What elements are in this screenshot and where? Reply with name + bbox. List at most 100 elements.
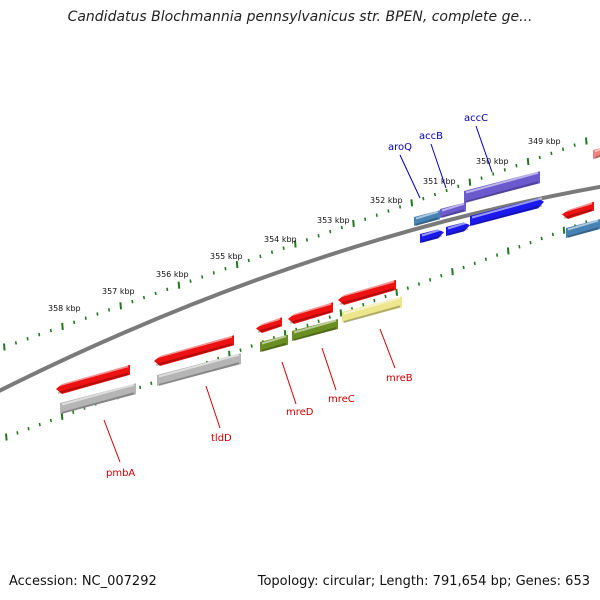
gene-label-aroQ: aroQ <box>388 142 412 153</box>
gene-aroQ-body <box>414 210 440 226</box>
minor-tick <box>417 282 421 286</box>
outer-tick-track <box>3 137 588 351</box>
gene-aroQ <box>414 210 440 226</box>
gene-blue-2 <box>446 221 470 236</box>
minor-tick <box>387 209 390 213</box>
minor-tick <box>406 286 409 290</box>
gene-mreD-shadow <box>261 342 287 352</box>
gene-mreC-highlight <box>293 319 337 334</box>
gene-blue-1-body <box>420 229 444 243</box>
minor-tick <box>259 254 262 259</box>
genome-backbone <box>0 184 600 393</box>
gene-accB-highlight <box>441 202 465 212</box>
gene-red-edge-body <box>562 201 594 219</box>
gene-mreB <box>342 296 402 323</box>
gene-accC-highlight <box>465 171 539 194</box>
gene-pmbA-forward <box>56 364 130 394</box>
tick-label-357: 357 kbp <box>102 287 135 296</box>
minor-tick <box>212 271 215 275</box>
gene-red-small-highlight <box>257 317 281 327</box>
minor-tick <box>457 184 460 189</box>
tick-label-354: 354 kbp <box>264 235 297 244</box>
gene-label-accC: accC <box>464 113 488 124</box>
minor-tick <box>250 344 253 348</box>
minor-tick <box>538 155 541 160</box>
major-tick <box>60 412 64 420</box>
gene-tldD-rna-body <box>157 353 241 386</box>
minor-tick <box>329 229 332 234</box>
major-tick <box>294 240 297 248</box>
minor-tick <box>518 245 521 249</box>
gene-pink-edge <box>593 148 600 159</box>
minor-tick <box>445 188 448 193</box>
gene-aroQ-shadow <box>415 217 439 226</box>
minor-tick <box>561 147 565 151</box>
gene-mreB-shadow <box>343 305 401 323</box>
minor-tick <box>306 323 309 328</box>
minor-tick <box>429 278 432 282</box>
minor-tick <box>72 410 75 414</box>
gene-blue-1-shadow <box>421 234 443 243</box>
gene-red-small <box>256 317 282 333</box>
minor-tick <box>27 426 30 431</box>
minor-tick <box>38 332 41 337</box>
gene-red-mid-body <box>288 302 333 324</box>
gene-steel-edge-shadow <box>567 227 599 238</box>
gene-blue-3-highlight <box>471 197 543 219</box>
tick-label-352: 352 kbp <box>370 196 403 205</box>
gene-label-tldD: tldD <box>211 433 232 444</box>
minor-tick <box>440 274 443 278</box>
gene-blue-2-highlight <box>447 221 469 230</box>
minor-tick <box>328 315 331 319</box>
gene-red-small-shadow <box>257 324 281 333</box>
major-tick <box>5 433 8 441</box>
leader-mreB <box>379 328 396 369</box>
major-tick <box>119 302 122 310</box>
minor-tick <box>384 294 387 299</box>
accession-label: Accession: NC_007292 <box>9 574 157 589</box>
tick-labels: 349 kbp 350 kbp 351 kbp 352 kbp 353 kbp … <box>48 137 561 313</box>
minor-tick <box>73 320 76 325</box>
minor-tick <box>239 348 242 352</box>
gene-red-edge-shadow <box>563 208 593 219</box>
minor-tick <box>38 422 41 427</box>
minor-tick <box>317 234 320 238</box>
minor-tick <box>201 275 204 279</box>
minor-tick <box>150 381 153 385</box>
minor-tick <box>362 302 365 307</box>
gene-mreB-highlight <box>343 296 401 315</box>
minor-tick <box>364 217 367 222</box>
gene-blue-3-body <box>470 198 544 226</box>
gene-tldD-forward <box>154 335 234 366</box>
gene-red-right-shadow <box>339 287 395 305</box>
gene-pmbA-rna-body <box>60 383 136 414</box>
gene-pink-edge-highlight <box>594 148 600 153</box>
gene-accB-shadow <box>441 209 465 218</box>
map-title: Candidatus Blochmannia pennsylvanicus st… <box>67 9 533 25</box>
minor-tick <box>480 176 483 180</box>
leader-pmbA <box>103 419 121 463</box>
leader-aroQ <box>399 154 421 199</box>
tick-label-358: 358 kbp <box>48 304 81 313</box>
gene-blue-3 <box>470 197 544 226</box>
gene-red-mid <box>288 302 333 324</box>
gene-pmbA-rna <box>60 383 136 414</box>
minor-tick <box>573 143 576 147</box>
gene-red-small-body <box>256 317 282 333</box>
minor-tick <box>503 168 506 172</box>
minor-tick <box>49 418 53 423</box>
minor-tick <box>422 196 425 201</box>
gene-blue-2-body <box>446 222 470 236</box>
gene-steel-edge-body <box>566 219 600 238</box>
major-tick <box>3 343 6 351</box>
gene-mreC-shadow <box>293 327 337 341</box>
gene-blue-3-shadow <box>471 204 543 226</box>
tick-label-353: 353 kbp <box>317 216 350 225</box>
major-tick <box>585 137 588 145</box>
gene-mreB-body <box>342 296 402 323</box>
minor-tick <box>224 266 227 271</box>
minor-tick <box>550 151 553 156</box>
gene-mreD <box>260 334 288 352</box>
gene-pmbA-forward-shadow <box>57 372 129 394</box>
gene-label-leaders <box>103 125 493 463</box>
